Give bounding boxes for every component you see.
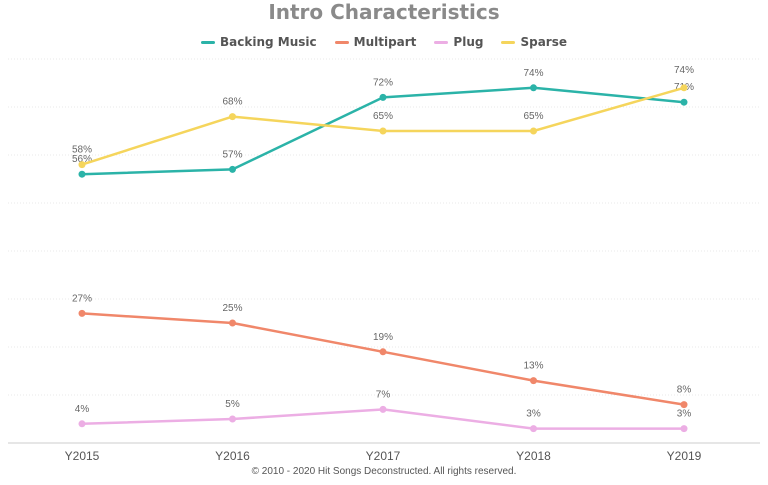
legend-label: Plug bbox=[453, 35, 484, 49]
legend-label: Multipart bbox=[353, 35, 417, 49]
legend-item[interactable]: Plug bbox=[434, 35, 483, 49]
data-label: 8% bbox=[677, 385, 692, 396]
x-tick-label: Y2016 bbox=[215, 449, 250, 463]
data-label: 27% bbox=[72, 293, 92, 304]
legend-item[interactable]: Sparse bbox=[501, 35, 567, 49]
data-point bbox=[379, 405, 387, 413]
legend-label: Sparse bbox=[520, 35, 567, 49]
legend-swatch bbox=[434, 40, 449, 44]
x-tick-label: Y2017 bbox=[366, 449, 401, 463]
data-point bbox=[78, 309, 86, 317]
data-label: 3% bbox=[526, 409, 541, 420]
data-label: 72% bbox=[373, 77, 393, 88]
legend-label: Backing Music bbox=[220, 35, 317, 49]
x-tick-label: Y2018 bbox=[516, 449, 551, 463]
data-label: 58% bbox=[72, 145, 92, 156]
chart-title: Intro Characteristics bbox=[268, 0, 500, 24]
data-point bbox=[530, 425, 537, 433]
data-point bbox=[379, 93, 387, 101]
x-tick-label: Y2015 bbox=[65, 449, 100, 463]
data-label: 3% bbox=[677, 409, 692, 420]
data-point bbox=[78, 161, 86, 169]
chart-legend: Backing Music Multipart Plug Sparse bbox=[0, 35, 768, 49]
data-label: 65% bbox=[373, 111, 393, 122]
data-point bbox=[229, 165, 236, 173]
legend-item[interactable]: Multipart bbox=[334, 35, 417, 49]
data-label: 56% bbox=[72, 154, 92, 165]
copyright-footer: © 2010 - 2020 Hit Songs Deconstructed. A… bbox=[251, 466, 517, 477]
data-label: 65% bbox=[523, 111, 543, 122]
legend-swatch bbox=[501, 40, 516, 44]
data-label: 4% bbox=[75, 404, 90, 415]
data-point bbox=[530, 127, 537, 135]
data-point bbox=[229, 113, 236, 121]
data-label: 13% bbox=[523, 361, 543, 372]
data-label: 74% bbox=[523, 68, 543, 79]
legend-item[interactable]: Backing Music bbox=[201, 35, 317, 49]
data-label: 7% bbox=[376, 389, 391, 400]
data-point bbox=[78, 170, 86, 178]
data-point bbox=[680, 401, 688, 409]
legend-swatch bbox=[201, 40, 215, 44]
data-point bbox=[229, 415, 236, 423]
data-label: 5% bbox=[225, 399, 240, 410]
data-point bbox=[680, 84, 688, 92]
data-point bbox=[379, 348, 387, 356]
data-label: 74% bbox=[674, 65, 694, 76]
data-point bbox=[229, 319, 236, 327]
data-point bbox=[379, 127, 387, 135]
data-label: 57% bbox=[222, 149, 242, 160]
data-label: 68% bbox=[222, 97, 242, 108]
data-point bbox=[78, 420, 86, 428]
legend-swatch bbox=[334, 40, 349, 44]
data-point bbox=[530, 84, 537, 92]
data-point bbox=[680, 98, 688, 106]
data-point bbox=[680, 425, 688, 433]
data-label: 25% bbox=[222, 303, 242, 314]
data-point bbox=[530, 377, 537, 385]
data-label: 19% bbox=[373, 332, 393, 343]
x-tick-label: Y2019 bbox=[667, 449, 702, 463]
